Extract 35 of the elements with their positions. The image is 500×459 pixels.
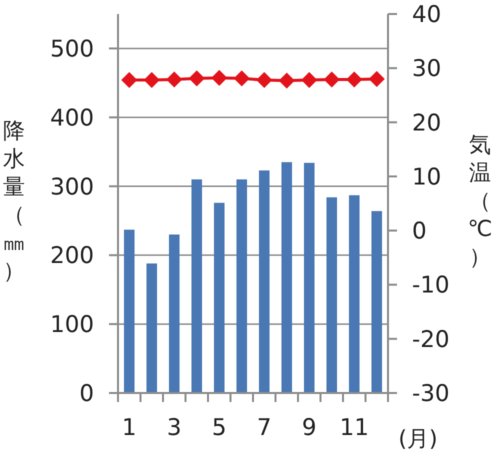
y2-tick-label: -20 [412,326,450,353]
y2-tick-label: 40 [412,2,442,28]
y2-axis-title: 気温（℃） [468,133,492,270]
bar [348,195,360,393]
x-tick-label: 3 [166,415,182,441]
bar [304,162,315,393]
y-tick-label: 200 [50,243,94,270]
y2-tick-label: 0 [412,218,427,245]
y2-tick-label: 30 [412,56,442,82]
bar [124,230,135,393]
y-tick-label: 100 [50,312,94,338]
x-tick-label: 9 [302,415,317,441]
y-axis-title: 降水量（㎜） [3,119,25,284]
bar [236,179,248,393]
bar [191,179,202,393]
y-tick-label: 500 [50,36,94,62]
bar [168,234,180,393]
y-tick-label: 300 [50,174,94,200]
bar [371,211,382,393]
x-tick-label: 1 [122,415,137,441]
bar [258,170,270,393]
x-axis-title: (月) [398,427,438,452]
y2-tick-label: 20 [412,110,442,136]
bar [281,162,292,393]
x-tick-label: 5 [212,415,227,441]
y2-tick-label: -30 [412,381,450,407]
y2-tick-label: -10 [412,272,450,299]
bar [214,202,225,393]
x-tick-label: 7 [256,415,272,441]
y2-tick-label: 10 [412,164,442,190]
bar [326,197,338,393]
x-tick-label: 11 [340,415,369,441]
bar [146,263,158,393]
y-tick-label: 400 [50,105,94,132]
y-tick-label: 0 [79,381,94,407]
